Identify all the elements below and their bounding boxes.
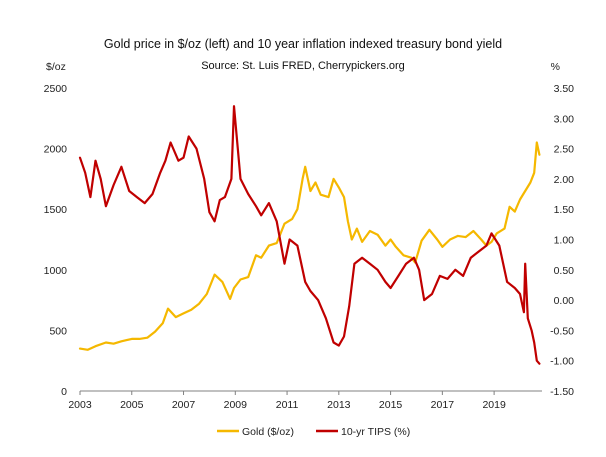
left-axis-tick-label: 500	[49, 325, 67, 337]
left-axis-ticks: 0 500 1000 1500 2000 2500	[44, 83, 68, 398]
left-axis-tick-label: 0	[61, 386, 67, 398]
left-axis-tick-label: 1000	[44, 265, 68, 277]
x-axis-tick-label: 2015	[379, 399, 403, 411]
right-axis-tick-label: 3.00	[554, 113, 575, 125]
legend: Gold ($/oz) 10-yr TIPS (%)	[217, 426, 410, 438]
series-line-tips	[78, 105, 541, 365]
x-axis-tick-label: 2017	[431, 399, 455, 411]
x-axis-tick-label: 2011	[276, 399, 299, 411]
x-axis-tick-label: 2005	[120, 399, 144, 411]
right-axis-tick-label: 2.50	[554, 144, 575, 156]
right-axis-ticks: -1.50 -1.00 -0.50 0.00 0.50 1.00 1.50 2.00 2.50 3…	[550, 83, 574, 398]
legend-label-gold: Gold ($/oz)	[242, 426, 294, 438]
left-axis-tick-label: 2000	[44, 144, 68, 156]
right-axis-tick-label: 0.50	[554, 265, 575, 277]
chart-title: Gold price in $/oz (left) and 10 year in…	[104, 37, 502, 51]
right-axis-tick-label: 3.50	[554, 83, 575, 95]
right-axis-tick-label: 2.00	[554, 174, 575, 186]
x-axis-tick-label: 2013	[327, 399, 351, 411]
right-axis-tick-label: -1.50	[550, 386, 574, 398]
left-axis-tick-label: 1500	[44, 204, 68, 216]
x-axis-tick-label: 2007	[172, 399, 196, 411]
right-axis-unit: %	[551, 61, 560, 73]
right-axis-tick-label: -0.50	[550, 325, 574, 337]
left-axis-unit: $/oz	[46, 61, 66, 73]
x-axis-tick-label: 2009	[224, 399, 248, 411]
x-axis-tick-label: 2003	[68, 399, 92, 411]
right-axis-tick-label: -1.00	[550, 356, 574, 368]
legend-label-tips: 10-yr TIPS (%)	[341, 426, 410, 438]
series-line-gold	[78, 141, 541, 351]
chart-subtitle: Source: St. Luis FRED, Cherrypickers.org	[201, 60, 405, 72]
right-axis-tick-label: 1.50	[554, 204, 575, 216]
right-axis-tick-label: 1.00	[554, 235, 575, 247]
x-axis-ticks: 2003 2005 2007 2009 2011 2013 2015 2017 2019	[68, 391, 506, 411]
right-axis-tick-label: 0.00	[554, 295, 575, 307]
left-axis-tick-label: 2500	[44, 83, 68, 95]
x-axis-tick-label: 2019	[482, 399, 506, 411]
